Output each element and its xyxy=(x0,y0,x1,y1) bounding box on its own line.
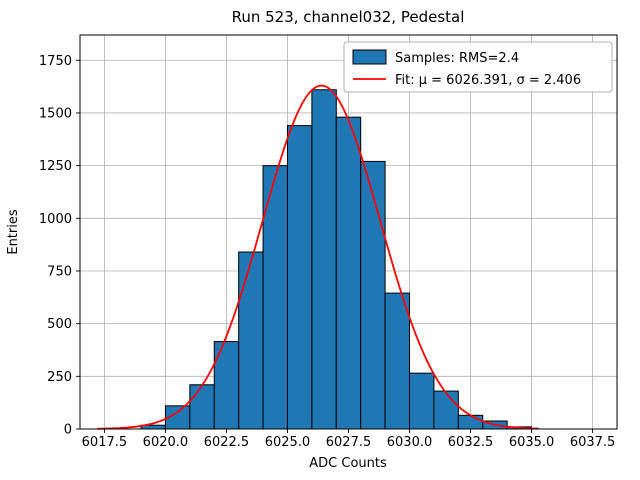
x-tick-label: 6030.0 xyxy=(387,435,433,450)
y-tick-label: 1750 xyxy=(39,54,72,69)
y-axis-label: Entries xyxy=(6,209,21,255)
legend-fit-label: Fit: μ = 6026.391, σ = 2.406 xyxy=(395,73,581,88)
x-tick-label: 6022.5 xyxy=(204,435,250,450)
y-tick-label: 500 xyxy=(47,317,72,332)
y-tick-label: 250 xyxy=(47,370,72,385)
histogram-bar xyxy=(311,89,337,430)
chart-title: Run 523, channel032, Pedestal xyxy=(232,8,465,26)
y-tick-label: 1250 xyxy=(39,159,72,174)
histogram-bar xyxy=(457,414,484,430)
y-tick-label: 750 xyxy=(47,264,72,279)
x-tick-label: 6035.0 xyxy=(509,435,555,450)
x-tick-label: 6037.5 xyxy=(570,435,616,450)
histogram-bar xyxy=(384,292,411,430)
ticks-layer: 6017.5 6020.0 6022.5 6025.0 6027.5 6030.0 6032… xyxy=(39,54,615,450)
fit-curve xyxy=(97,84,539,430)
x-tick-label: 6027.5 xyxy=(326,435,372,450)
histogram-bar xyxy=(409,372,435,430)
legend-samples-swatch xyxy=(352,49,387,65)
x-tick-label: 6017.5 xyxy=(82,435,128,450)
x-axis-label: ADC Counts xyxy=(309,456,387,471)
histogram-bar xyxy=(335,116,362,430)
x-tick-label: 6020.0 xyxy=(143,435,189,450)
histogram-bar xyxy=(238,251,264,430)
legend-samples-label: Samples: RMS=2.4 xyxy=(395,51,519,66)
legend: Samples: RMS=2.4 Fit: μ = 6026.391, σ = … xyxy=(343,41,613,93)
x-tick-label: 6025.0 xyxy=(265,435,311,450)
histogram-bar xyxy=(286,125,313,430)
y-tick-label: 0 xyxy=(64,423,72,438)
histogram-bars xyxy=(140,89,533,430)
y-tick-label: 1000 xyxy=(39,212,72,227)
x-tick-label: 6032.5 xyxy=(448,435,494,450)
histogram-bar xyxy=(189,384,215,430)
y-tick-label: 1500 xyxy=(39,106,72,121)
legend-box xyxy=(343,41,613,93)
histogram-bar xyxy=(433,390,459,430)
histogram-bar xyxy=(360,160,386,430)
